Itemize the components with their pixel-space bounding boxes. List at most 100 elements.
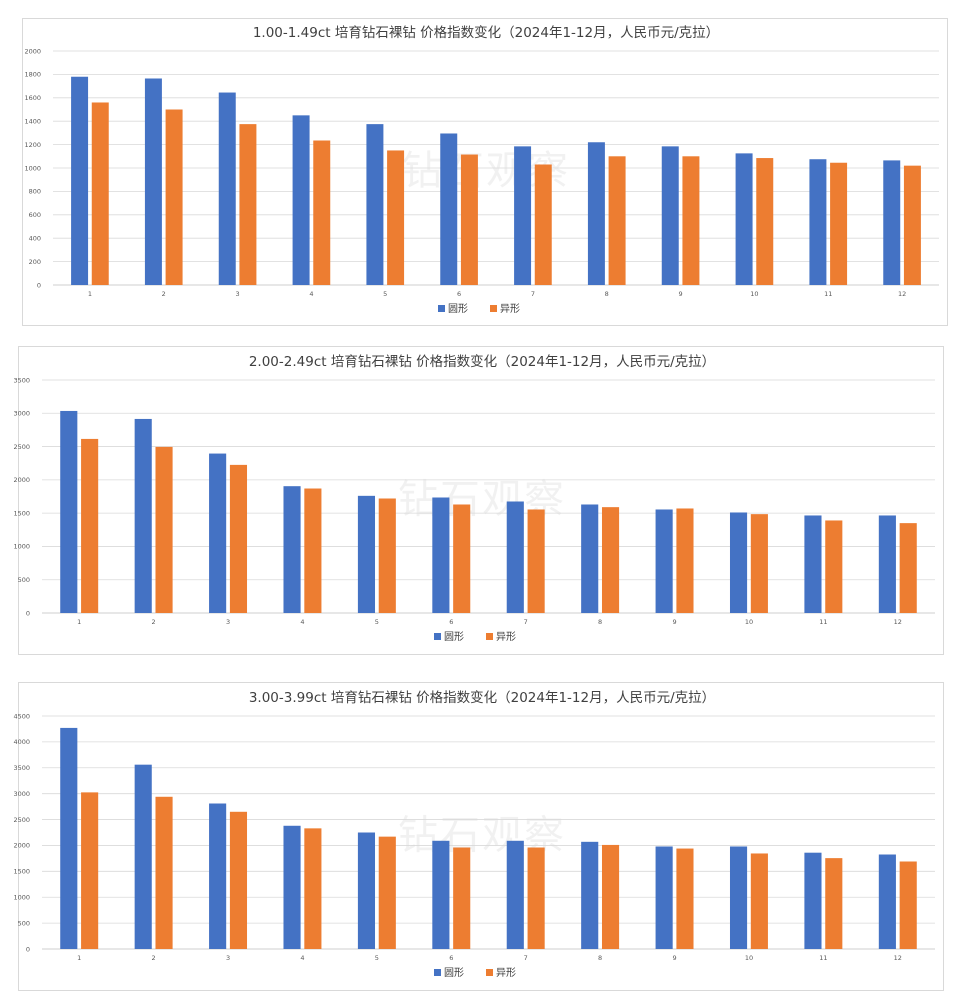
- y-tick-label: 2000: [13, 476, 30, 484]
- bar-fancy: [527, 847, 545, 949]
- bar-round: [283, 486, 301, 613]
- x-tick-label: 6: [449, 954, 453, 962]
- bar-fancy: [81, 438, 99, 613]
- bar-fancy: [313, 140, 331, 285]
- y-tick-label: 0: [37, 281, 41, 289]
- y-tick-label: 1500: [13, 868, 30, 876]
- x-tick-label: 6: [457, 290, 461, 298]
- bar-fancy: [899, 861, 917, 949]
- x-tick-label: 12: [894, 954, 902, 962]
- bar-fancy: [756, 158, 774, 285]
- x-tick-label: 2: [162, 290, 166, 298]
- x-tick-label: 4: [300, 954, 304, 962]
- y-tick-label: 1600: [24, 94, 41, 102]
- bar-round: [209, 453, 227, 613]
- x-tick-label: 2: [152, 618, 156, 626]
- bar-round: [134, 418, 152, 613]
- bar-fancy: [81, 792, 99, 949]
- bar-round: [878, 854, 896, 949]
- x-tick-label: 8: [598, 954, 602, 962]
- chart-panel-3: 钻石观察 3.00-3.99ct 培育钻石裸钻 价格指数变化（2024年1-12月…: [13, 682, 944, 991]
- y-tick-label: 1500: [13, 509, 30, 517]
- bar-round: [809, 159, 827, 285]
- bar-fancy: [229, 811, 248, 949]
- bar-fancy: [825, 520, 843, 613]
- bar-round: [440, 133, 458, 285]
- x-tick-label: 4: [309, 290, 313, 298]
- y-tick-label: 2000: [24, 47, 41, 55]
- bar-fancy: [453, 847, 471, 949]
- bar-round: [661, 146, 679, 285]
- bar-round: [144, 78, 162, 285]
- x-tick-label: 2: [152, 954, 156, 962]
- x-tick-label: 9: [672, 954, 676, 962]
- bar-fancy: [229, 464, 248, 613]
- x-tick-label: 11: [824, 290, 832, 298]
- x-tick-label: 1: [88, 290, 92, 298]
- legend-label-fancy: 异形: [496, 967, 516, 979]
- bar-fancy: [608, 156, 626, 285]
- bar-fancy: [527, 509, 545, 613]
- legend-label-fancy: 异形: [496, 631, 516, 643]
- y-tick-label: 1400: [24, 118, 41, 126]
- y-tick-label: 3500: [13, 376, 30, 384]
- x-tick-label: 7: [524, 954, 528, 962]
- legend-swatch-round: [434, 633, 441, 640]
- legend-label-round: 圆形: [444, 631, 464, 643]
- y-tick-label: 3500: [13, 764, 30, 772]
- legend: 圆形 异形: [438, 303, 520, 315]
- bar-fancy: [378, 836, 396, 949]
- x-tick-label: 12: [894, 618, 902, 626]
- x-tick-label: 11: [819, 954, 827, 962]
- bar-round: [357, 832, 376, 949]
- bar-fancy: [601, 507, 620, 613]
- bar-round: [514, 146, 532, 285]
- y-tick-label: 500: [18, 919, 30, 927]
- y-tick-label: 0: [26, 945, 30, 953]
- x-tick-label: 3: [226, 954, 230, 962]
- y-tick-label: 800: [29, 188, 41, 196]
- y-tick-label: 1200: [24, 141, 41, 149]
- bar-fancy: [830, 162, 848, 285]
- y-tick-label: 1000: [13, 543, 30, 551]
- y-tick-label: 600: [29, 211, 41, 219]
- bar-round: [283, 825, 301, 949]
- bar-round: [506, 840, 524, 949]
- x-tick-label: 12: [898, 290, 906, 298]
- legend-label-fancy: 异形: [500, 303, 520, 315]
- bar-fancy: [676, 848, 694, 949]
- bar-fancy: [903, 165, 921, 285]
- x-tick-label: 3: [226, 618, 230, 626]
- bar-round: [209, 803, 227, 949]
- bar-round: [292, 115, 310, 285]
- x-tick-label: 4: [300, 618, 304, 626]
- y-tick-label: 1800: [24, 71, 41, 79]
- x-tick-label: 7: [524, 618, 528, 626]
- x-tick-label: 10: [750, 290, 758, 298]
- bar-fancy: [899, 523, 917, 613]
- bar-round: [60, 410, 78, 613]
- bar-round: [218, 92, 236, 285]
- y-tick-label: 4000: [13, 738, 30, 746]
- bar-fancy: [378, 498, 396, 613]
- x-tick-label: 5: [375, 618, 379, 626]
- bar-fancy: [304, 828, 322, 949]
- bar-fancy: [155, 796, 173, 949]
- bar-round: [655, 846, 673, 949]
- bar-round: [432, 840, 450, 949]
- bar-round: [71, 76, 89, 285]
- bar-fancy: [460, 154, 478, 285]
- x-tick-label: 9: [672, 618, 676, 626]
- y-tick-label: 2500: [13, 443, 30, 451]
- bar-fancy: [155, 446, 173, 613]
- y-tick-label: 1000: [13, 894, 30, 902]
- bar-round: [357, 495, 376, 613]
- bar-round: [735, 153, 753, 285]
- bar-fancy: [453, 504, 471, 613]
- bar-round: [804, 515, 822, 613]
- bar-round: [432, 497, 450, 613]
- bar-fancy: [750, 853, 768, 949]
- x-tick-label: 8: [605, 290, 609, 298]
- bar-round: [366, 124, 384, 285]
